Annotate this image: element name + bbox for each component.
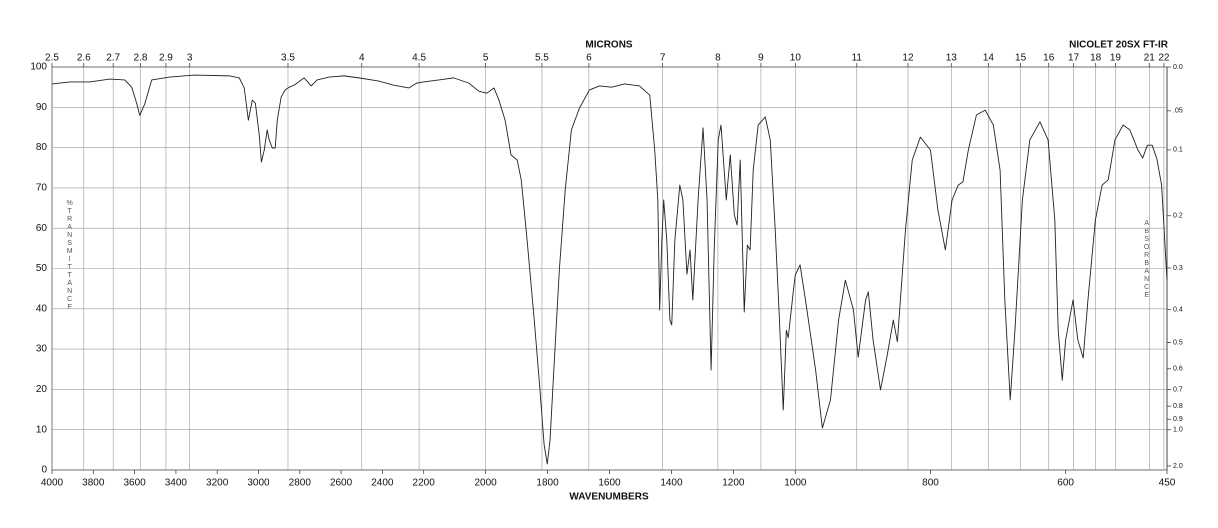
- y2-tick-label: .05: [1173, 108, 1183, 115]
- y-tick-label: 100: [30, 62, 47, 73]
- y2-tick-label: 0.4: [1173, 306, 1183, 313]
- x2-tick-label: 19: [1110, 53, 1122, 64]
- x-tick-label: 4000: [41, 478, 64, 489]
- y-tick-label: 20: [36, 384, 48, 395]
- x2-tick-label: 10: [790, 53, 802, 64]
- x-tick-label: 3200: [206, 478, 229, 489]
- x2-tick-label: 3.5: [281, 53, 295, 64]
- y-tick-label: 40: [36, 303, 48, 314]
- y-tick-label: 80: [36, 142, 48, 153]
- x2-tick-label: 2.6: [77, 53, 91, 64]
- x-tick-label: 1000: [784, 478, 807, 489]
- y2-tick-label: 1.0: [1173, 427, 1183, 434]
- x2-tick-label: 5.5: [535, 53, 549, 64]
- x2-tick-label: 14: [983, 53, 995, 64]
- spectrum-line: [51, 74, 1168, 465]
- y2-tick-label: 0.6: [1173, 366, 1183, 373]
- y2-tick-label: 0.3: [1173, 265, 1183, 272]
- x2-tick-label: 18: [1090, 53, 1102, 64]
- x2-tick-label: 11: [852, 53, 863, 64]
- y2-tick-label: 2.0: [1173, 463, 1183, 470]
- x2-tick-label: 4: [359, 53, 365, 64]
- x-axis-title: WAVENUMBERS: [569, 492, 649, 503]
- x2-tick-label: 13: [946, 53, 958, 64]
- x-tick-label: 450: [1159, 478, 1176, 489]
- y2-tick-label: 0.9: [1173, 416, 1183, 423]
- x-tick-label: 3800: [82, 478, 105, 489]
- chart-title: MICRONS: [585, 40, 633, 51]
- x2-tick-label: 2.7: [106, 53, 120, 64]
- x-tick-label: 2600: [330, 478, 353, 489]
- y2-tick-label: 0.1: [1173, 147, 1183, 154]
- y-tick-label: 0: [41, 465, 47, 476]
- x2-tick-label: 2.9: [159, 53, 173, 64]
- y2-tick-label: 0.8: [1173, 403, 1183, 410]
- x2-tick-label: 2.5: [45, 53, 59, 64]
- x2-tick-label: 5: [483, 53, 489, 64]
- x2-tick-label: 6: [586, 53, 592, 64]
- x-tick-label: 800: [922, 478, 939, 489]
- x-tick-label: 2200: [413, 478, 436, 489]
- x-tick-label: 2800: [289, 478, 312, 489]
- y2-tick-label: 0.7: [1173, 386, 1183, 393]
- y-tick-label: 90: [36, 102, 48, 113]
- x-tick-label: 3400: [165, 478, 188, 489]
- x2-tick-label: 15: [1015, 53, 1027, 64]
- x-tick-label: 3000: [247, 478, 270, 489]
- y-tick-label: 60: [36, 223, 48, 234]
- x-tick-label: 1400: [660, 478, 683, 489]
- y2-tick-label: 0.0: [1173, 64, 1183, 71]
- x2-tick-label: 17: [1068, 53, 1080, 64]
- x-tick-label: 2000: [474, 478, 497, 489]
- x-tick-label: 2400: [371, 478, 394, 489]
- x-tick-label: 600: [1057, 478, 1074, 489]
- x-tick-label: 3600: [123, 478, 146, 489]
- y-axis-title: %TRANSMITTANCE: [66, 200, 73, 312]
- instrument-label: NICOLET 20SX FT-IR: [1069, 40, 1169, 51]
- x2-tick-label: 8: [715, 53, 721, 64]
- y-tick-label: 30: [36, 344, 48, 355]
- y2-tick-label: 0.5: [1173, 339, 1183, 346]
- y-tick-label: 70: [36, 183, 48, 194]
- y2-axis-title: ABSORBANCE: [1143, 220, 1150, 300]
- x2-tick-label: 4.5: [412, 53, 426, 64]
- x2-tick-label: 7: [660, 53, 666, 64]
- x2-tick-label: 2.8: [134, 53, 148, 64]
- x2-tick-label: 12: [902, 53, 914, 64]
- x2-tick-label: 21: [1144, 53, 1156, 64]
- x-tick-label: 1800: [536, 478, 559, 489]
- x2-tick-label: 22: [1158, 53, 1170, 64]
- x2-tick-label: 16: [1043, 53, 1055, 64]
- x-tick-label: 1200: [722, 478, 745, 489]
- x2-tick-label: 3: [187, 53, 193, 64]
- x-tick-label: 1600: [598, 478, 621, 489]
- y-tick-label: 50: [36, 263, 48, 274]
- y2-tick-label: 0.2: [1173, 213, 1183, 220]
- x2-tick-label: 9: [758, 53, 764, 64]
- y-tick-label: 10: [36, 424, 48, 435]
